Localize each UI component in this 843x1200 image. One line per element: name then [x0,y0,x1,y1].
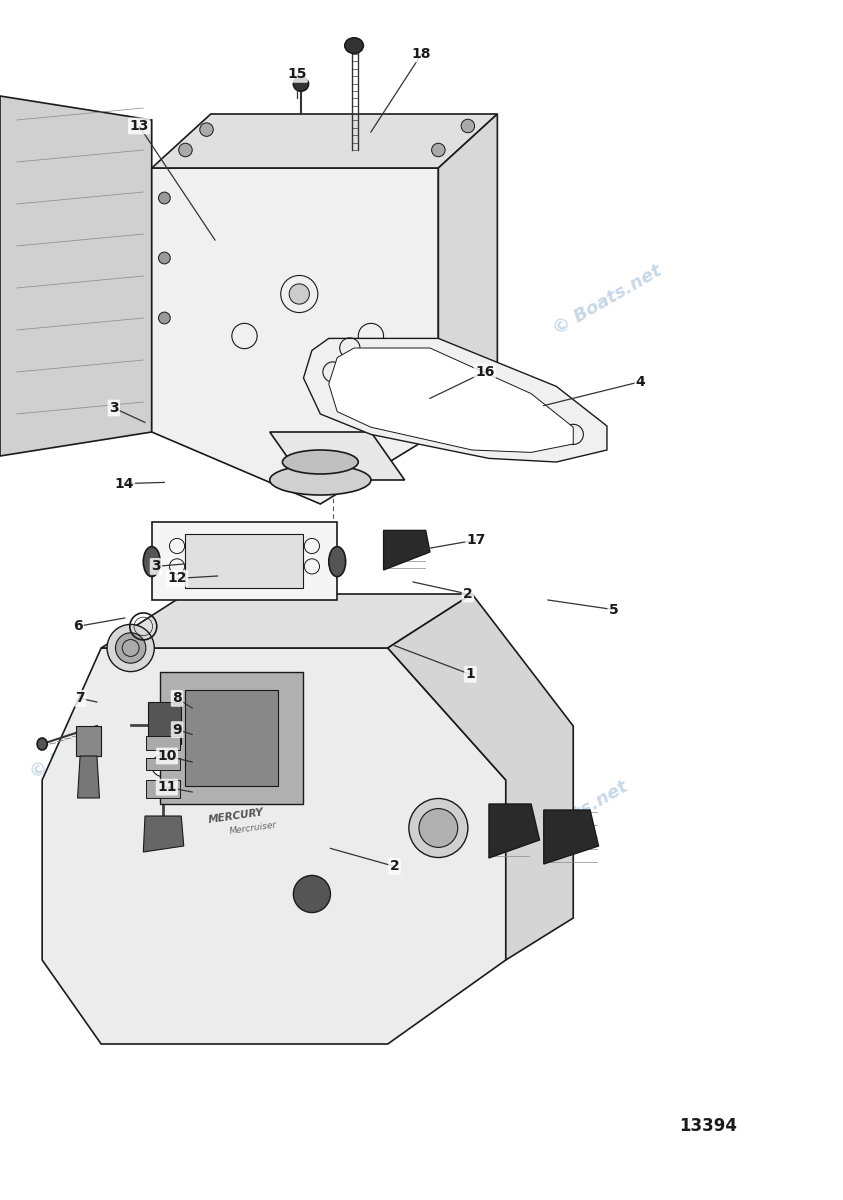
Text: 3: 3 [109,401,119,415]
Text: 7: 7 [75,691,85,706]
Text: 13394: 13394 [679,1116,738,1135]
Text: 8: 8 [172,691,182,706]
Text: © Boats.net: © Boats.net [69,178,184,254]
Polygon shape [489,804,540,858]
Text: 18: 18 [411,47,432,61]
Polygon shape [76,726,101,756]
Text: 6: 6 [72,619,83,634]
Text: 2: 2 [463,587,473,601]
Ellipse shape [143,546,160,576]
Circle shape [402,386,432,418]
Text: 16: 16 [475,365,494,379]
Circle shape [409,798,468,858]
Text: 5: 5 [609,602,619,617]
Polygon shape [42,648,506,1044]
Circle shape [394,378,441,426]
Circle shape [158,312,170,324]
Circle shape [200,122,213,137]
Ellipse shape [37,738,47,750]
Text: © Boats.net: © Boats.net [550,262,664,338]
Polygon shape [152,114,497,168]
Circle shape [179,143,192,157]
Polygon shape [270,432,405,480]
Text: 3: 3 [151,559,161,574]
Text: 13: 13 [130,119,148,133]
Polygon shape [160,672,303,804]
Text: 2: 2 [389,859,400,874]
Circle shape [289,284,309,304]
Polygon shape [101,594,472,648]
Ellipse shape [345,38,363,53]
Polygon shape [388,594,573,960]
Ellipse shape [329,546,346,576]
Text: 9: 9 [172,722,182,737]
Polygon shape [303,338,607,462]
Text: 14: 14 [114,476,134,491]
Bar [146,780,180,798]
Polygon shape [384,530,430,570]
Text: Mercruiser: Mercruiser [228,821,277,835]
Ellipse shape [282,450,358,474]
Polygon shape [143,816,184,852]
Polygon shape [0,96,152,456]
Circle shape [158,192,170,204]
Text: MERCURY: MERCURY [207,808,265,824]
Ellipse shape [293,77,309,91]
Text: © Boats.net: © Boats.net [27,706,142,782]
Text: 12: 12 [167,571,187,586]
Circle shape [299,881,325,907]
Bar [146,736,180,750]
Circle shape [115,632,146,664]
Bar [146,758,180,770]
Circle shape [158,252,170,264]
Polygon shape [78,756,99,798]
Polygon shape [152,168,438,504]
Text: 4: 4 [636,374,646,389]
Circle shape [419,809,458,847]
Polygon shape [185,690,278,786]
Circle shape [432,143,445,157]
Circle shape [461,119,475,133]
Polygon shape [329,348,573,452]
Polygon shape [438,114,497,432]
Bar [152,522,337,600]
Circle shape [293,876,330,912]
Text: 15: 15 [287,67,307,82]
Text: 11: 11 [157,780,177,794]
Text: 17: 17 [467,533,486,547]
Text: 10: 10 [158,749,176,763]
Ellipse shape [270,464,371,494]
Polygon shape [544,810,599,864]
Text: 1: 1 [465,667,475,682]
Circle shape [152,755,174,776]
Bar [185,534,303,588]
Text: © Boats.net: © Boats.net [516,778,631,854]
Polygon shape [148,702,181,744]
Circle shape [107,624,154,672]
